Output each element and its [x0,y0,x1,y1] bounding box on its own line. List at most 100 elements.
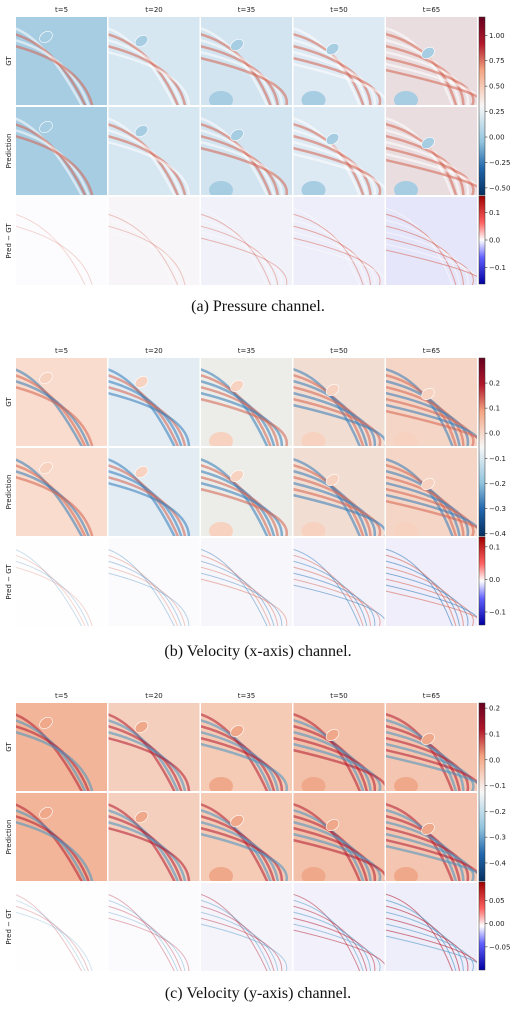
field-image [108,883,200,971]
field-image [201,17,292,105]
colorbar-tick-label: 0.25 [489,108,505,116]
wave-front [386,935,477,963]
column-title: t=65 [423,6,441,14]
row-label: Pred − GT [5,909,13,945]
field-image [201,448,292,536]
wave-front [386,385,465,446]
wave-front [293,385,372,446]
wave-front [386,231,469,285]
field-image [386,883,477,971]
row-label: GT [5,56,13,66]
wave-front [293,911,371,971]
wave-front [386,548,453,626]
colorbar [478,16,486,196]
field-image [386,448,477,536]
wave-front [386,572,469,626]
obstacle [230,469,244,483]
wave-front [108,560,182,626]
wave-front [293,50,377,105]
obstacle [325,42,340,56]
field-background [16,197,107,285]
obstacle [421,732,435,746]
wave-front [293,584,385,626]
wave-front [293,578,381,626]
wave-front [293,893,361,971]
column-title: t=20 [145,6,163,14]
wave-front [386,493,477,536]
wave-front [386,736,470,791]
wave-front [386,207,453,285]
column-title: t=50 [330,347,348,355]
wave-front [108,392,191,446]
field-image [16,793,107,881]
obstacle [421,477,435,491]
field-image [108,793,200,881]
column-title: t=35 [238,347,256,355]
wave-front [386,929,477,964]
wave-front [386,748,477,791]
wave-front [293,243,385,285]
wave-front [201,742,288,791]
wave-front [293,832,382,881]
colorbar-tick-label: −0.3 [489,834,506,842]
wave-front [293,44,372,105]
wave-front [386,243,477,278]
wave-front [293,134,372,195]
caption: (c) Velocity (y-axis) channel. [165,985,351,1002]
wave-front [386,403,477,446]
column-title: t=20 [145,347,163,355]
wave-front [293,572,376,626]
wave-front [108,51,191,105]
wave-front [108,225,186,285]
field-image [386,358,477,446]
colorbar-tick-label: −0.05 [489,943,510,951]
wave-front [293,62,385,105]
wave-front [386,499,477,529]
row-label: Pred − GT [5,564,13,600]
wave-front [201,578,288,626]
field-background [108,538,200,626]
field-image [108,448,200,536]
wave-front [108,482,191,536]
column-title: t=20 [145,692,163,700]
obstacle [209,867,233,881]
obstacle [230,724,244,738]
obstacle [39,461,53,475]
obstacle [325,728,340,742]
obstacle [39,371,53,385]
wave-front [108,208,175,285]
field-image [108,703,200,791]
obstacle [230,38,244,52]
wave-front [386,56,475,105]
wave-front [386,409,477,439]
colorbar-tick-label: 0.2 [489,380,500,388]
wave-front [201,208,268,285]
colorbar-tick-label: 0.0 [489,430,500,438]
wave-front [293,493,385,536]
wave-front [201,219,275,285]
wave-front [201,736,284,791]
wave-front [293,56,382,105]
wave-front [201,397,288,446]
obstacle [209,91,233,105]
wave-front [386,893,453,971]
obstacle [39,716,53,730]
wave-front [293,730,372,791]
wave-front [386,742,475,791]
wave-front [108,549,175,626]
field-background [16,448,107,536]
colorbar-tick-label: 1.00 [489,32,505,40]
wave-front [16,560,89,626]
wave-front [16,821,94,881]
field-image [386,197,477,285]
obstacle [230,128,244,142]
field-image [293,17,385,105]
colorbar-tick-label: 0.00 [489,920,505,928]
wave-front [293,923,381,971]
wave-front [201,832,288,881]
colorbar-tick-label: −0.1 [489,782,506,790]
wave-front [201,826,284,881]
field-image [16,197,107,285]
field-background [16,17,107,105]
wave-front [201,146,288,195]
